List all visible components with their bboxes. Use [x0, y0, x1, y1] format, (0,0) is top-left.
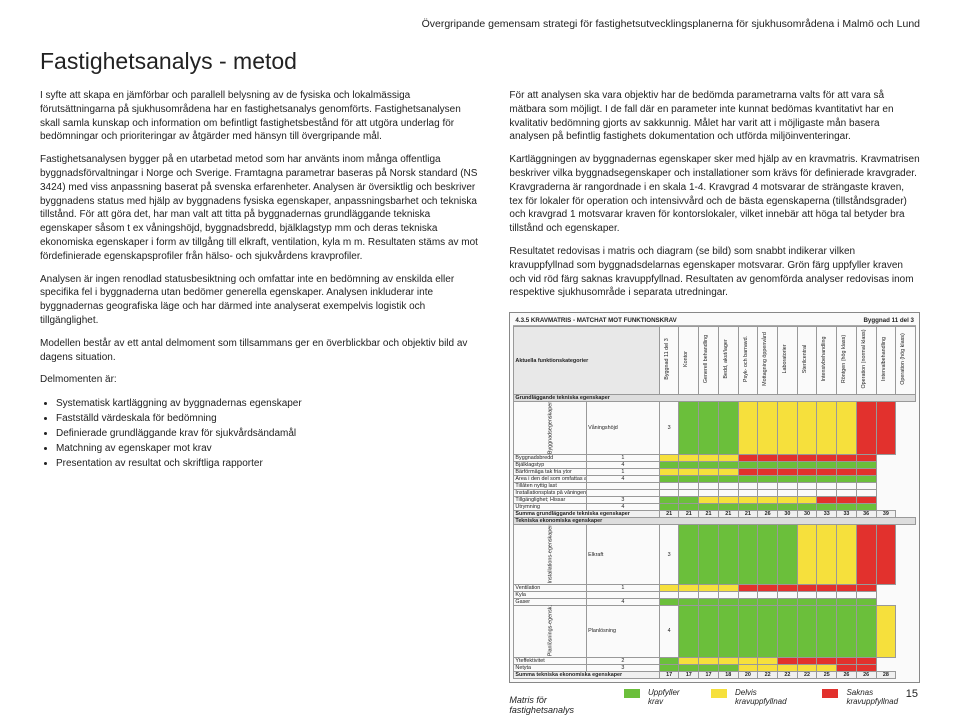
- left-column: I syfte att skapa en jämförbar och paral…: [40, 89, 483, 715]
- right-column: För att analysen ska vara objektiv har d…: [509, 89, 920, 715]
- para: Kartläggningen av byggnadernas egenskape…: [509, 153, 920, 236]
- bullet-list: Systematisk kartläggning av byggnadernas…: [40, 396, 483, 471]
- page-title: Fastighetsanalys - metod: [40, 48, 920, 75]
- bullet-item: Systematisk kartläggning av byggnadernas…: [56, 396, 483, 411]
- bullet-item: Matchning av egenskaper mot krav: [56, 441, 483, 456]
- para: Fastighetsanalysen bygger på en utarbeta…: [40, 153, 483, 263]
- legend-label: Uppfyller krav: [648, 689, 693, 707]
- page-number: 15: [906, 688, 918, 700]
- para: Analysen är ingen renodlad statusbesiktn…: [40, 273, 483, 328]
- para: För att analysen ska vara objektiv har d…: [509, 89, 920, 144]
- para: Resultatet redovisas i matris och diagra…: [509, 245, 920, 300]
- matrix-legend: Matris för fastighetsanalys Uppfyller kr…: [509, 689, 920, 715]
- legend-label: Delvis kravuppfyllnad: [735, 689, 804, 707]
- legend-swatch-green: [624, 689, 640, 698]
- para: Modellen består av ett antal delmoment s…: [40, 337, 483, 365]
- matrix-title: 4.3.5 KRAVMATRIS - MATCHAT MOT FUNKTIONS…: [515, 317, 676, 324]
- bullet-item: Fastställd värdeskala för bedömning: [56, 411, 483, 426]
- matrix-table: Aktuella funktionskategorierByggnad 11 d…: [513, 326, 916, 679]
- para: Delmomenten är:: [40, 373, 483, 387]
- matrix-building: Byggnad 11 del 3: [863, 317, 914, 324]
- content-columns: I syfte att skapa en jämförbar och paral…: [40, 89, 920, 715]
- legend-swatch-red: [822, 689, 838, 698]
- bullet-item: Definierade grundläggande krav för sjukv…: [56, 426, 483, 441]
- page-header: Övergripande gemensam strategi för fasti…: [40, 18, 920, 30]
- legend-swatch-yellow: [711, 689, 727, 698]
- para: I syfte att skapa en jämförbar och paral…: [40, 89, 483, 144]
- bullet-item: Presentation av resultat och skriftliga …: [56, 456, 483, 471]
- matrix-figure: 4.3.5 KRAVMATRIS - MATCHAT MOT FUNKTIONS…: [509, 312, 920, 683]
- matrix-caption: Matris för fastighetsanalys: [509, 695, 605, 715]
